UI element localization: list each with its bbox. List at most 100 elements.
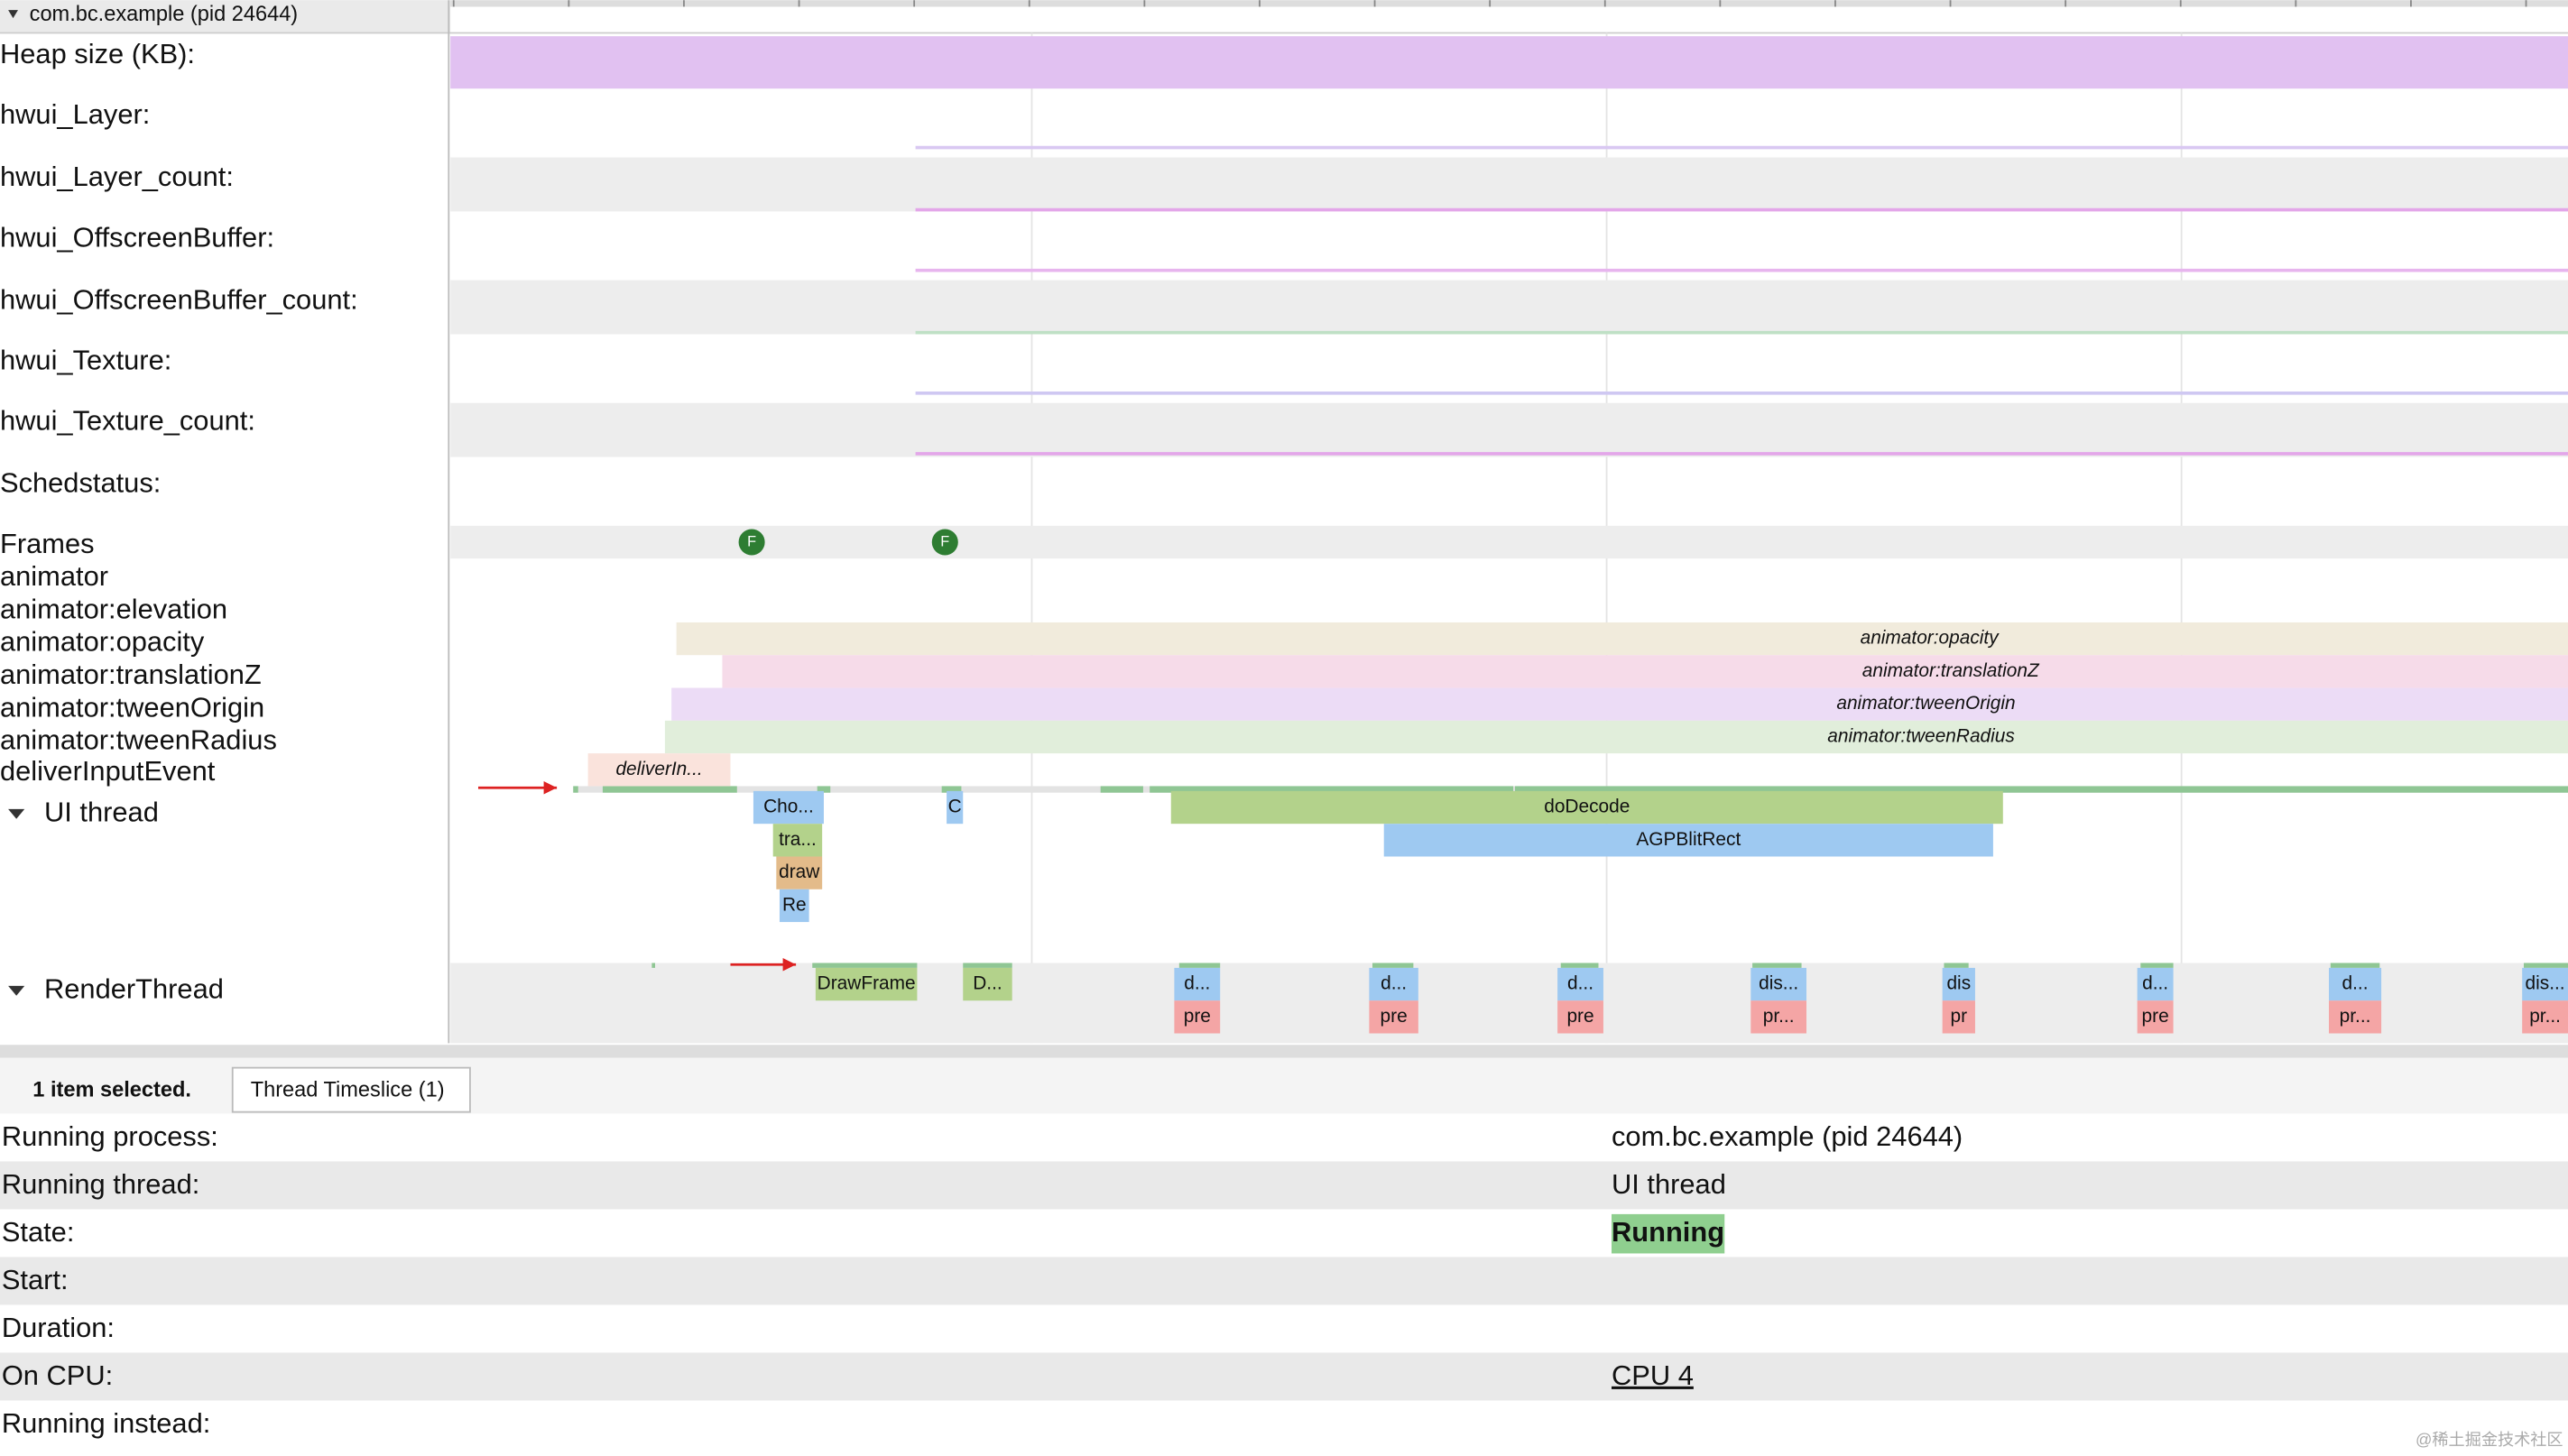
slice-label: deliverIn... xyxy=(615,759,702,779)
track-label: hwui_OffscreenBuffer_count: xyxy=(0,283,358,315)
slice-label: d... xyxy=(1567,973,1593,994)
slice[interactable] xyxy=(2522,1000,2568,1034)
panel-splitter[interactable] xyxy=(0,1045,2568,1058)
slice[interactable] xyxy=(1383,824,1993,857)
slice[interactable] xyxy=(963,967,1012,1001)
track-label: animator:opacity xyxy=(0,626,205,658)
thread-state-running xyxy=(817,786,831,793)
slice-label: pre xyxy=(1566,1006,1593,1027)
slice[interactable] xyxy=(2329,967,2382,1001)
thread-state-running xyxy=(2523,963,2568,968)
slice-label: D... xyxy=(973,973,1002,994)
track-label: animator:tweenRadius xyxy=(0,724,277,756)
slice[interactable] xyxy=(2137,967,2174,1001)
track-label: RenderThread xyxy=(44,972,224,1004)
detail-key: Start: xyxy=(2,1264,69,1295)
arrow-head xyxy=(543,780,558,795)
detail-key: Running instead: xyxy=(2,1407,210,1439)
slice-label: draw xyxy=(779,862,820,882)
detail-key: Running process: xyxy=(2,1120,218,1152)
slice-label: d... xyxy=(2342,973,2369,994)
thread-state-running xyxy=(2140,963,2174,968)
track-label: hwui_Texture_count: xyxy=(0,405,255,437)
slice-label: pre xyxy=(2142,1006,2169,1027)
cpu-link[interactable]: CPU 4 xyxy=(1612,1359,1694,1391)
slice[interactable] xyxy=(1750,967,1807,1001)
slice-label: pre xyxy=(1381,1006,1408,1027)
slice[interactable] xyxy=(1750,1000,1807,1034)
slice[interactable] xyxy=(947,790,964,825)
slice[interactable] xyxy=(676,622,2568,656)
thread-state-running xyxy=(1178,963,1221,968)
track-bg xyxy=(450,402,2568,457)
thread-state-running xyxy=(1514,786,2568,793)
row-bg xyxy=(0,1257,2568,1305)
slice-label: pr xyxy=(1951,1006,1968,1027)
track-label: Schedstatus: xyxy=(0,467,161,499)
heap-counter xyxy=(450,36,2568,89)
track-bg xyxy=(450,157,2568,212)
slice[interactable] xyxy=(1170,790,2003,825)
thread-state-running xyxy=(651,963,656,968)
slice[interactable] xyxy=(1942,1000,1975,1034)
track-bg xyxy=(450,963,2568,1044)
slice-label: dis... xyxy=(2526,973,2565,994)
slice-label: animator:tweenOrigin xyxy=(1836,693,2015,714)
slice[interactable] xyxy=(1174,967,1221,1001)
expand-icon[interactable] xyxy=(8,808,25,819)
slice[interactable] xyxy=(587,753,731,787)
slice-label: pr... xyxy=(2340,1006,2371,1027)
tab-label[interactable]: Thread Timeslice (1) xyxy=(251,1077,445,1101)
tab[interactable] xyxy=(231,1066,471,1113)
slice[interactable] xyxy=(2137,1000,2174,1034)
track-label: hwui_Layer: xyxy=(0,98,150,130)
slice[interactable] xyxy=(776,856,823,889)
frame-marker[interactable] xyxy=(738,529,765,556)
slice-label: C xyxy=(948,797,962,817)
frame-marker-label: F xyxy=(747,533,756,549)
thread-state-running xyxy=(1560,963,1599,968)
thread-state-running xyxy=(573,786,578,793)
slice[interactable] xyxy=(1369,967,1418,1001)
slice[interactable] xyxy=(722,655,2568,688)
slice[interactable] xyxy=(815,967,918,1001)
slice-label: dis xyxy=(1946,973,1971,994)
track-label: animator:tweenOrigin xyxy=(0,691,264,723)
process-header xyxy=(0,0,451,33)
slice[interactable] xyxy=(664,720,2568,754)
slice[interactable] xyxy=(2522,967,2568,1001)
ruler xyxy=(450,0,2568,7)
row-bg xyxy=(0,1352,2568,1401)
track-label: hwui_Texture: xyxy=(0,344,171,375)
slice[interactable] xyxy=(772,824,823,857)
track-label: animator xyxy=(0,560,108,592)
slice[interactable] xyxy=(1369,1000,1418,1034)
track-label: UI thread xyxy=(44,796,159,827)
watermark: @稀土掘金技术社区 xyxy=(2416,1431,2563,1449)
slice[interactable] xyxy=(753,790,824,825)
row-bg xyxy=(0,1161,2568,1210)
detail-key: State: xyxy=(2,1216,75,1248)
frame-marker[interactable] xyxy=(931,529,958,556)
slice[interactable] xyxy=(1557,967,1603,1001)
slice[interactable] xyxy=(1174,1000,1221,1034)
collapse-icon[interactable] xyxy=(8,10,18,19)
slice-label: animator:translationZ xyxy=(1862,660,2040,681)
detail-value: UI thread xyxy=(1612,1168,1726,1200)
slice-label: d... xyxy=(1381,973,1407,994)
slice-label: Re xyxy=(782,894,807,915)
slice[interactable] xyxy=(2329,1000,2382,1034)
slice-label: AGPBlitRect xyxy=(1636,829,1741,850)
selection-count: 1 item selected. xyxy=(32,1077,191,1101)
track-label: Frames xyxy=(0,528,95,559)
slice[interactable] xyxy=(779,889,809,923)
detail-key: Running thread: xyxy=(2,1168,200,1200)
slice[interactable] xyxy=(1557,1000,1603,1034)
expand-icon[interactable] xyxy=(8,985,25,996)
slice[interactable] xyxy=(671,687,2568,721)
slice-label: doDecode xyxy=(1544,797,1630,817)
detail-value: com.bc.example (pid 24644) xyxy=(1612,1120,1963,1152)
slice[interactable] xyxy=(1942,967,1975,1001)
